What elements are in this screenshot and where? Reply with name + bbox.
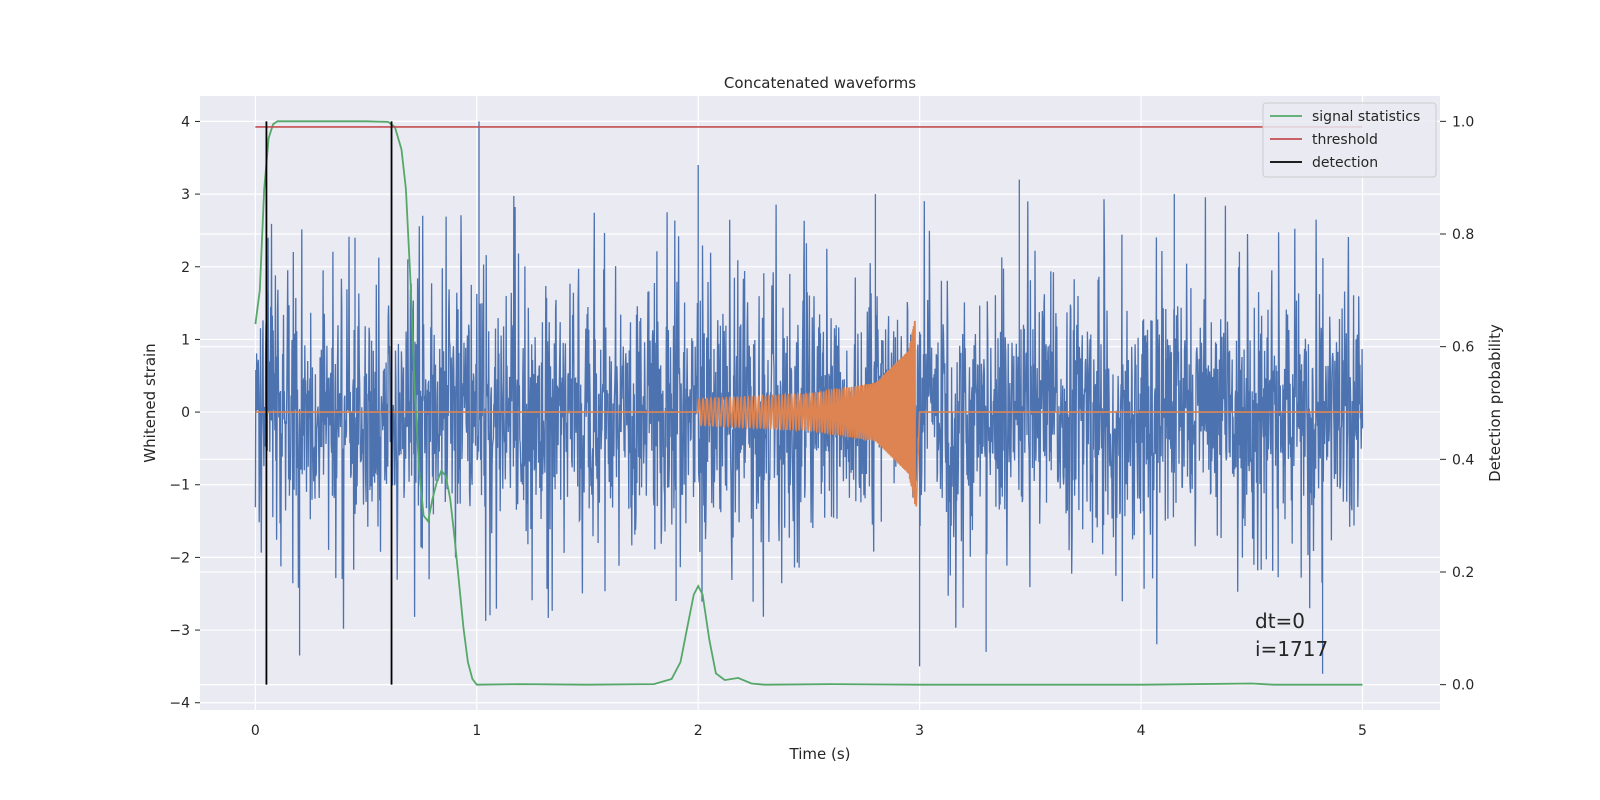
annotation-dt: dt=0	[1255, 609, 1305, 633]
legend: signal statistics threshold detection	[1262, 102, 1437, 178]
legend-label-detection: detection	[1312, 155, 1378, 171]
x-tick-label-4: 4	[1137, 723, 1146, 739]
y-tick-label-1: 3	[181, 187, 190, 203]
y2-tick-label-1: 0.8	[1452, 227, 1474, 243]
x-tick-label-5: 5	[1358, 723, 1367, 739]
injection-series	[255, 320, 1363, 507]
signal-statistics-series	[254, 120, 1363, 686]
x-tick-label-3: 3	[915, 723, 924, 739]
y-tick-label-7: −3	[169, 623, 190, 639]
y2-tick-label-2: 0.6	[1452, 340, 1474, 356]
annotation-i: i=1717	[1255, 637, 1328, 661]
x-tick-label-1: 1	[472, 723, 481, 739]
y2-tick-label-3: 0.4	[1452, 452, 1474, 468]
y-tick-label-2: 2	[181, 260, 190, 276]
grid-layer	[200, 96, 1440, 710]
y-tick-label-6: −2	[169, 550, 190, 566]
y-axis-ticks: 4 3 2 1 0 −1 −2 −3 −4	[169, 114, 200, 712]
injection-line	[255, 320, 1363, 507]
x-tick-label-2: 2	[694, 723, 703, 739]
legend-box	[1262, 102, 1437, 178]
y-tick-label-3: 1	[181, 332, 190, 348]
y-tick-label-5: −1	[169, 478, 190, 494]
y-tick-label-4: 0	[181, 405, 190, 421]
y2-axis-label: Detection probability	[1486, 324, 1504, 482]
y-axis-label: Whitened strain	[141, 343, 159, 462]
x-axis-ticks: 0 1 2 3 4 5	[251, 723, 1367, 739]
detection-series	[265, 121, 393, 685]
y-tick-label-0: 4	[181, 114, 190, 130]
y2-tick-label-0: 1.0	[1452, 114, 1474, 130]
chart-title: Concatenated waveforms	[724, 74, 916, 92]
signal-statistics-line	[254, 120, 1363, 686]
y2-tick-label-4: 0.2	[1452, 565, 1474, 581]
legend-label-threshold: threshold	[1312, 132, 1378, 148]
y2-tick-label-5: 0.0	[1452, 678, 1474, 694]
x-axis-label: Time (s)	[789, 745, 851, 763]
legend-label-signal-statistics: signal statistics	[1312, 109, 1420, 125]
y2-axis-ticks: 1.0 0.8 0.6 0.4 0.2 0.0	[1440, 114, 1474, 694]
x-tick-label-0: 0	[251, 723, 260, 739]
y-tick-label-8: −4	[169, 696, 190, 712]
